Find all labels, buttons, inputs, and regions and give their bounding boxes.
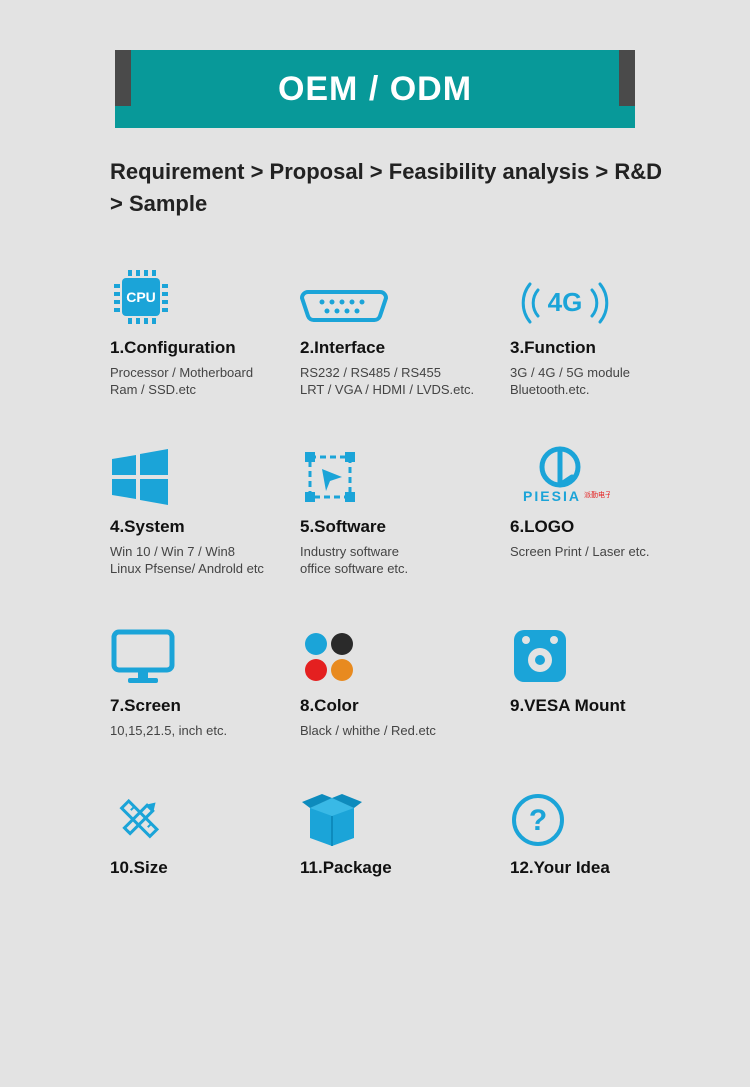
- cell-title: 7.Screen: [110, 696, 300, 716]
- cell-title: 12.Your Idea: [510, 858, 690, 878]
- svg-text:4G: 4G: [548, 287, 583, 317]
- software-icon: [300, 439, 510, 507]
- feature-function: 4G 3.Function 3G / 4G / 5G module Blueto…: [510, 260, 690, 399]
- monitor-icon: [110, 618, 300, 686]
- cell-title: 11.Package: [300, 858, 510, 878]
- cell-desc: Black / whithe / Red.etc: [300, 722, 510, 740]
- feature-logo: PIESIA 派勤电子 6.LOGO Screen Print / Laser …: [510, 439, 690, 578]
- windows-icon: [110, 439, 300, 507]
- cell-title: 3.Function: [510, 338, 690, 358]
- cell-desc: Industry software office software etc.: [300, 543, 510, 578]
- feature-system: 4.System Win 10 / Win 7 / Win8 Linux Pfs…: [110, 439, 300, 578]
- feature-grid: CPU 1.Configuration Processor / Motherbo…: [110, 260, 750, 884]
- feature-vesa: 9.VESA Mount: [510, 618, 690, 740]
- brand-logo-icon: PIESIA 派勤电子: [510, 439, 690, 507]
- port-icon: [300, 260, 510, 328]
- cell-title: 9.VESA Mount: [510, 696, 690, 716]
- wireless-icon: 4G: [510, 260, 690, 328]
- cell-desc: Screen Print / Laser etc.: [510, 543, 690, 561]
- svg-text:派勤电子: 派勤电子: [584, 490, 610, 499]
- question-icon: ?: [510, 780, 690, 848]
- feature-idea: ? 12.Your Idea: [510, 780, 690, 884]
- feature-color: 8.Color Black / whithe / Red.etc: [300, 618, 510, 740]
- svg-text:?: ?: [529, 804, 547, 837]
- banner-title: OEM / ODM: [278, 70, 472, 109]
- color-dots-icon: [300, 618, 510, 686]
- svg-text:PIESIA: PIESIA: [523, 488, 581, 504]
- cell-desc: Processor / Motherboard Ram / SSD.etc: [110, 364, 300, 399]
- cpu-icon: CPU: [110, 260, 300, 328]
- cell-desc: Win 10 / Win 7 / Win8 Linux Pfsense/ And…: [110, 543, 300, 578]
- box-icon: [300, 780, 510, 848]
- cell-title: 8.Color: [300, 696, 510, 716]
- cell-title: 10.Size: [110, 858, 300, 878]
- title-banner: OEM / ODM: [115, 50, 635, 128]
- cell-title: 4.System: [110, 517, 300, 537]
- feature-configuration: CPU 1.Configuration Processor / Motherbo…: [110, 260, 300, 399]
- feature-size: 10.Size: [110, 780, 300, 884]
- feature-package: 11.Package: [300, 780, 510, 884]
- cell-title: 1.Configuration: [110, 338, 300, 358]
- cell-desc: 10,15,21.5, inch etc.: [110, 722, 300, 740]
- feature-software: 5.Software Industry software office soft…: [300, 439, 510, 578]
- process-breadcrumb: Requirement > Proposal > Feasibility ana…: [110, 156, 670, 220]
- cell-desc: RS232 / RS485 / RS455 LRT / VGA / HDMI /…: [300, 364, 510, 399]
- cell-title: 2.Interface: [300, 338, 510, 358]
- feature-interface: 2.Interface RS232 / RS485 / RS455 LRT / …: [300, 260, 510, 399]
- feature-screen: 7.Screen 10,15,21.5, inch etc.: [110, 618, 300, 740]
- svg-text:CPU: CPU: [126, 289, 156, 305]
- ruler-pencil-icon: [110, 780, 300, 848]
- vesa-mount-icon: [510, 618, 690, 686]
- cell-title: 5.Software: [300, 517, 510, 537]
- cell-desc: 3G / 4G / 5G module Bluetooth.etc.: [510, 364, 690, 399]
- cell-title: 6.LOGO: [510, 517, 690, 537]
